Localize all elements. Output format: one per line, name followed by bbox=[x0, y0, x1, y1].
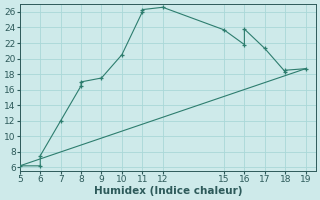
X-axis label: Humidex (Indice chaleur): Humidex (Indice chaleur) bbox=[93, 186, 242, 196]
